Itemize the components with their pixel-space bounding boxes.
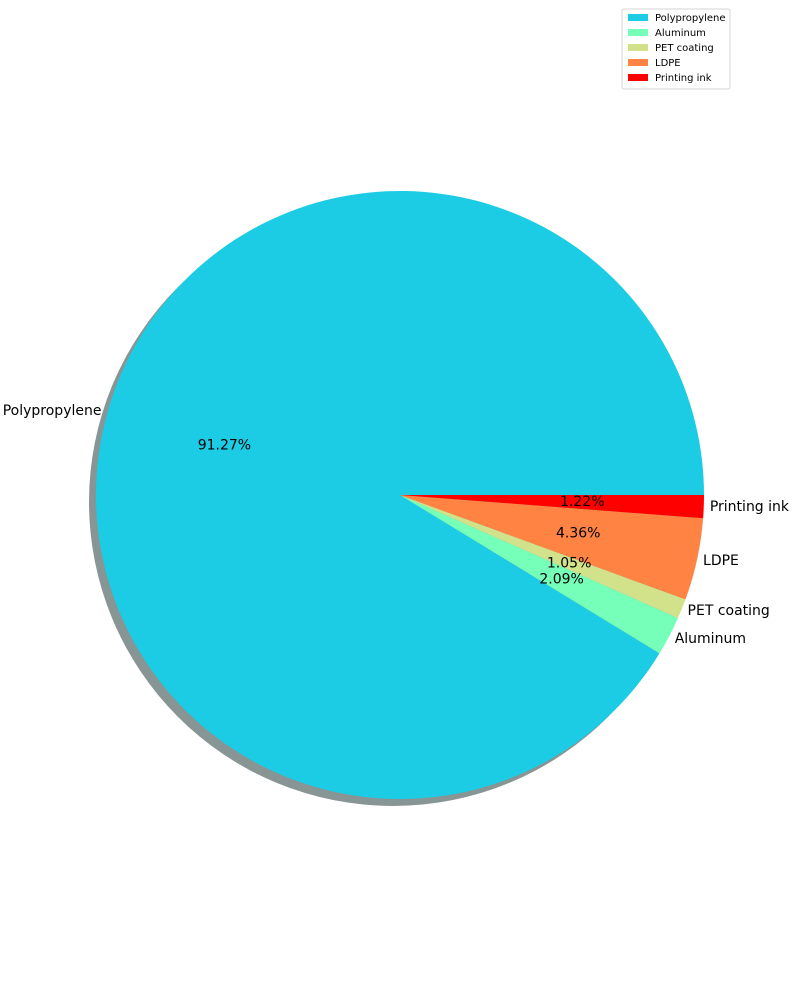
slice-labels: Polypropylene Aluminum PET coating LDPE Prin… <box>3 403 790 647</box>
legend-label-ldpe: LDPE <box>655 58 681 69</box>
legend-items: Polypropylene Aluminum PET coating LDPE Prin… <box>628 13 726 84</box>
slice-label-aluminum: Aluminum <box>675 631 746 647</box>
percent-label-polypropylene: 91.27% <box>198 438 251 454</box>
percent-label-printing-ink: 1.22% <box>560 494 604 510</box>
pie-slice-ldpe <box>400 495 704 600</box>
slice-label-pet-coating: PET coating <box>688 603 770 619</box>
percent-labels: 91.27% 2.09%1.05% 4.36% 1.22% <box>198 438 605 588</box>
legend-label-polypropylene: Polypropylene <box>655 13 726 24</box>
legend: Polypropylene Aluminum PET coating LDPE Prin… <box>621 8 731 90</box>
legend-label-aluminum: Aluminum <box>655 28 706 39</box>
legend-label-printing-ink: Printing ink <box>655 73 712 84</box>
percent-label-pet-coating: 1.05% <box>547 555 591 571</box>
legend-swatch-printing-ink <box>628 74 648 81</box>
percent-label-ldpe: 4.36% <box>556 526 600 542</box>
slice-label-polypropylene: Polypropylene <box>3 403 102 419</box>
legend-swatch-pet-coating <box>628 44 648 51</box>
percent-label-aluminum: 2.09% <box>539 572 583 588</box>
pie-slices <box>95 190 705 799</box>
pie-slice-polypropylene <box>95 190 705 799</box>
legend-swatch-polypropylene <box>628 14 648 21</box>
pie-slice-printing-ink <box>400 495 704 519</box>
pie-slice-pet-coating <box>400 495 686 619</box>
legend-frame <box>621 8 731 90</box>
slice-label-ldpe: LDPE <box>703 553 739 569</box>
legend-swatch-ldpe <box>628 59 648 66</box>
legend-swatch-aluminum <box>628 29 648 36</box>
legend-label-pet-coating: PET coating <box>655 43 714 54</box>
pie-slice-aluminum <box>400 495 678 654</box>
slice-label-printing-ink: Printing ink <box>710 499 790 515</box>
